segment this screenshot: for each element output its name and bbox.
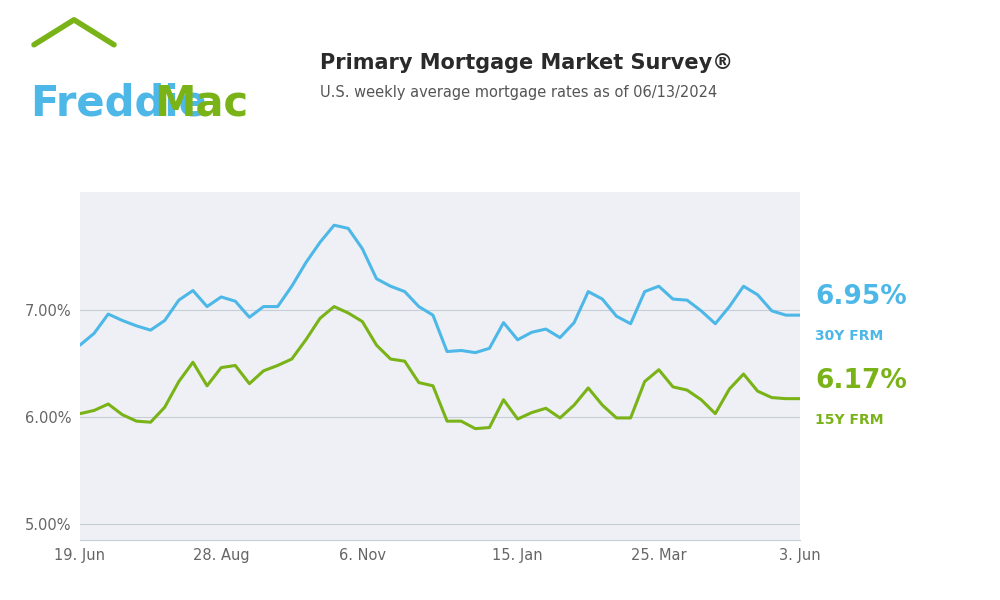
Text: Freddie: Freddie	[30, 82, 207, 124]
Text: 6.95%: 6.95%	[815, 284, 907, 310]
Text: U.S. weekly average mortgage rates as of 06/13/2024: U.S. weekly average mortgage rates as of…	[320, 85, 717, 100]
Text: 30Y FRM: 30Y FRM	[815, 329, 883, 343]
Text: Primary Mortgage Market Survey®: Primary Mortgage Market Survey®	[320, 53, 733, 73]
Text: 15Y FRM: 15Y FRM	[815, 413, 884, 427]
Text: Mac: Mac	[154, 82, 248, 124]
Text: 6.17%: 6.17%	[815, 368, 907, 394]
